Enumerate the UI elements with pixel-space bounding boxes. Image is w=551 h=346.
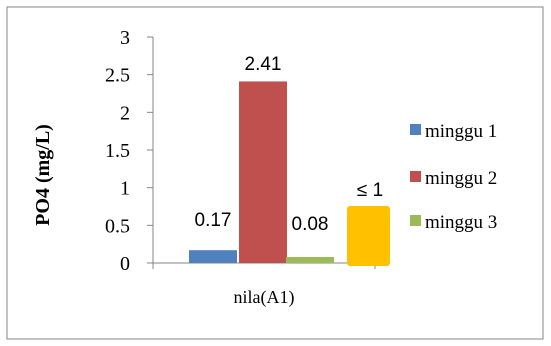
- annotation: ≤ 1: [347, 180, 390, 266]
- bar: [286, 256, 334, 263]
- data-label: 2.41: [245, 54, 282, 75]
- y-tick-label: 2.5: [105, 65, 130, 87]
- y-tick-label: 0.5: [105, 215, 130, 237]
- bar: [189, 250, 237, 263]
- y-axis-ticks: 0 0.5 1 1.5 2 2.5 3: [105, 27, 153, 275]
- x-category-label: nila(A1): [234, 287, 295, 308]
- y-tick-label: 1: [120, 178, 130, 200]
- data-label: 0.17: [195, 210, 232, 231]
- legend-label: minggu 1: [425, 121, 497, 142]
- bar: [239, 81, 287, 264]
- bars: 0.17 2.41 0.08: [189, 54, 334, 264]
- y-axis-label: PO4 (mg/L): [32, 124, 54, 226]
- legend-label: minggu 2: [425, 168, 497, 189]
- y-tick-label: 0: [120, 253, 130, 275]
- legend-swatch: [410, 171, 421, 182]
- legend: minggu 1 minggu 2 minggu 3: [410, 121, 497, 233]
- annotation-label: ≤ 1: [357, 180, 383, 201]
- data-label: 0.08: [292, 214, 329, 235]
- y-tick-label: 3: [120, 27, 130, 49]
- y-tick-label: 2: [120, 102, 130, 124]
- legend-swatch: [410, 215, 421, 226]
- annotation-box: [347, 206, 390, 266]
- y-tick-label: 1.5: [105, 140, 130, 162]
- legend-swatch: [410, 124, 421, 135]
- legend-label: minggu 3: [425, 212, 497, 233]
